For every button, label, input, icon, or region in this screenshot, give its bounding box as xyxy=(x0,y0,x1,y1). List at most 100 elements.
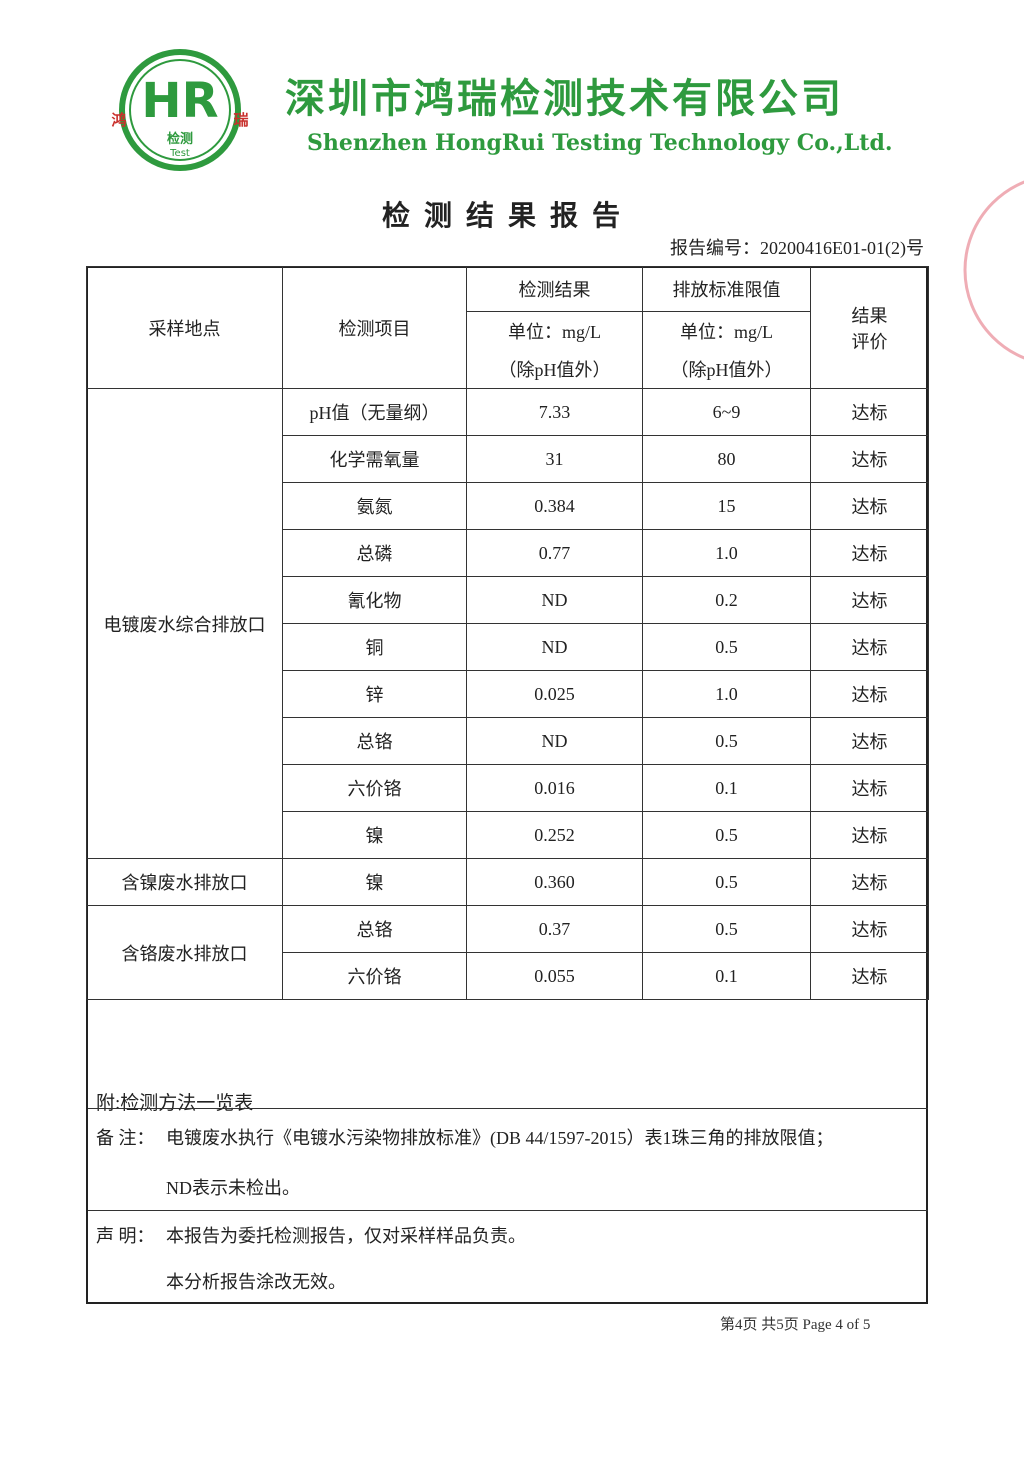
header-cell: （除pH值外） xyxy=(466,350,643,389)
data-row: 电镀废水综合排放口 pH值（无量纲） 7.33 6~9 达标 xyxy=(86,388,929,859)
data-row: 化学需氧量 31 80 达标 xyxy=(87,435,929,483)
data-row: 总磷 0.77 1.0 达标 xyxy=(87,529,929,577)
location-cell: 含镍废水排放口 xyxy=(86,858,283,906)
data-cell: 1.0 xyxy=(642,670,811,718)
data-row: 镍 0.252 0.5 达标 xyxy=(87,811,929,859)
logo-letters: HR xyxy=(141,73,218,129)
data-cell: 15 xyxy=(642,482,811,530)
data-cell: 6~9 xyxy=(642,388,811,436)
data-cell: 镍 xyxy=(282,811,467,859)
data-cell: 0.055 xyxy=(466,952,643,1000)
data-cell: ND xyxy=(466,623,643,671)
data-cell: 总铬 xyxy=(282,905,467,953)
header-cell: 单位：mg/L xyxy=(642,311,811,350)
page-footer: 第4页 共5页 Page 4 of 5 xyxy=(720,1317,871,1333)
data-cell: 0.77 xyxy=(466,529,643,577)
data-cell: 0.016 xyxy=(466,764,643,812)
divider xyxy=(88,1210,928,1211)
data-cell: 氰化物 xyxy=(282,576,467,624)
header-cell: 采样地点 xyxy=(86,266,283,389)
header-cell: 排放标准限值 xyxy=(642,266,811,312)
data-cell: 0.5 xyxy=(642,811,811,859)
company-cn: 深圳市鸿瑞检测技术有限公司 xyxy=(285,75,844,122)
data-cell: 0.2 xyxy=(642,576,811,624)
header-cell: 检测结果 xyxy=(466,266,643,312)
data-cell: 达标 xyxy=(810,905,929,953)
logo-right: 瑞 xyxy=(233,111,248,129)
data-cell: 0.5 xyxy=(642,717,811,765)
remarks-line: ND表示未检出。 xyxy=(166,1178,300,1198)
company-en: Shenzhen HongRui Testing Technology Co.,… xyxy=(307,130,893,156)
header-cell: 检测项目 xyxy=(282,266,467,389)
statement-line: 本报告为委托检测报告，仅对采样样品负责。 xyxy=(166,1226,526,1246)
data-cell: 0.1 xyxy=(642,764,811,812)
location-cell: 含铬废水排放口 xyxy=(86,905,283,1000)
data-cell: pH值（无量纲） xyxy=(282,388,467,436)
data-row: 六价铬 0.055 0.1 达标 xyxy=(87,952,929,1000)
header-row: 采样地点 检测项目 检测结果 排放标准限值 结果评价 xyxy=(86,266,929,389)
data-cell: 0.360 xyxy=(466,858,643,906)
data-cell: 7.33 xyxy=(466,388,643,436)
data-cell: 1.0 xyxy=(642,529,811,577)
data-cell: 总铬 xyxy=(282,717,467,765)
data-cell: 六价铬 xyxy=(282,952,467,1000)
stamp xyxy=(963,180,1024,360)
data-cell: 化学需氧量 xyxy=(282,435,467,483)
logo-sub: 检测 xyxy=(167,131,193,146)
data-cell: 达标 xyxy=(810,670,929,718)
data-cell: 达标 xyxy=(810,529,929,577)
data-cell: 达标 xyxy=(810,388,929,436)
report-number: 报告编号：20200416E01-01(2)号 xyxy=(670,238,924,258)
data-cell: 铜 xyxy=(282,623,467,671)
data-cell: 达标 xyxy=(810,952,929,1000)
logo: HR 鸿 瑞 检测 Test xyxy=(111,49,249,171)
header-cell: 单位：mg/L xyxy=(466,311,643,350)
data-row: 六价铬 0.016 0.1 达标 xyxy=(87,764,929,812)
data-row: 氨氮 0.384 15 达标 xyxy=(87,482,929,530)
statement-label: 声 明： xyxy=(96,1226,155,1246)
divider xyxy=(88,1108,928,1109)
data-cell: 锌 xyxy=(282,670,467,718)
header-row: 单位：mg/L 单位：mg/L xyxy=(87,311,929,350)
data-cell: 达标 xyxy=(810,811,929,859)
data-cell: ND xyxy=(466,576,643,624)
data-cell: 达标 xyxy=(810,764,929,812)
location-cell: 电镀废水综合排放口 xyxy=(86,388,283,859)
data-cell: ND xyxy=(466,717,643,765)
data-cell: 达标 xyxy=(810,576,929,624)
header-cell: 结果评价 xyxy=(810,266,929,389)
data-row: 含镍废水排放口镍 0.360 0.5 达标 xyxy=(86,858,929,906)
data-cell: 0.1 xyxy=(642,952,811,1000)
data-cell: 0.5 xyxy=(642,858,811,906)
remarks-line: 电镀废水执行《电镀水污染物排放标准》(DB 44/1597-2015）表1珠三角… xyxy=(166,1128,834,1148)
statement-line: 本分析报告涂改无效。 xyxy=(166,1272,346,1292)
data-cell: 0.5 xyxy=(642,905,811,953)
data-cell: 0.37 xyxy=(466,905,643,953)
data-cell: 总磷 xyxy=(282,529,467,577)
data-cell: 镍 xyxy=(282,858,467,906)
data-cell: 达标 xyxy=(810,858,929,906)
logo-left: 鸿 xyxy=(111,111,126,129)
logo-test: Test xyxy=(169,148,190,159)
data-row: 铜 ND 0.5 达标 xyxy=(87,623,929,671)
table-body: 采样地点 检测项目 检测结果 排放标准限值 结果评价 单位：mg/L 单位：mg/L （除pH… xyxy=(86,266,929,1000)
data-cell: 0.5 xyxy=(642,623,811,671)
result-table: 采样地点 检测项目 检测结果 排放标准限值 结果评价 单位：mg/L 单位：mg/L （除pH… xyxy=(86,266,929,1000)
data-cell: 达标 xyxy=(810,717,929,765)
data-cell: 六价铬 xyxy=(282,764,467,812)
report-title: 检测结果报告 xyxy=(381,201,634,232)
data-cell: 80 xyxy=(642,435,811,483)
data-row: 含铬废水排放口 总铬 0.37 0.5 达标 xyxy=(86,905,929,1000)
data-cell: 氨氮 xyxy=(282,482,467,530)
data-cell: 0.252 xyxy=(466,811,643,859)
data-row: 氰化物 ND 0.2 达标 xyxy=(87,576,929,624)
header-cell: （除pH值外） xyxy=(642,350,811,389)
data-cell: 0.025 xyxy=(466,670,643,718)
data-cell: 达标 xyxy=(810,623,929,671)
appendix: 附:检测方法一览表 xyxy=(96,1093,254,1114)
data-cell: 0.384 xyxy=(466,482,643,530)
data-cell: 达标 xyxy=(810,435,929,483)
remarks-label: 备 注： xyxy=(96,1128,155,1148)
data-cell: 达标 xyxy=(810,482,929,530)
